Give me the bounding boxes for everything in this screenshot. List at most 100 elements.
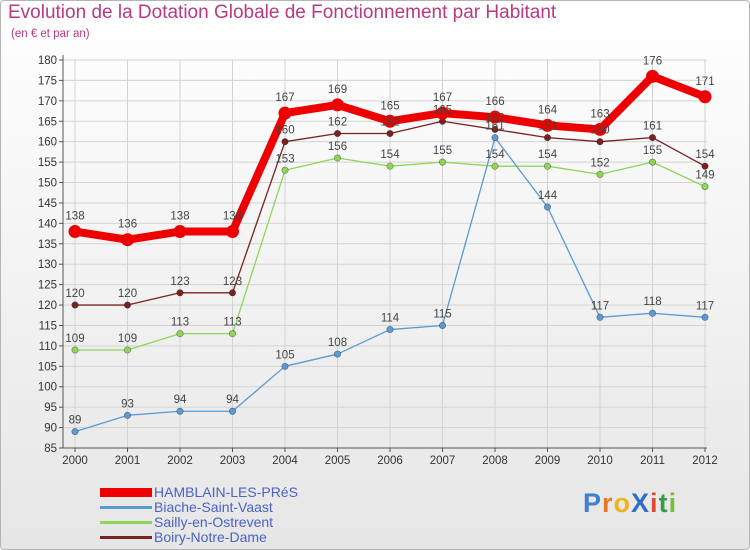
data-point [698, 90, 712, 104]
data-point [488, 110, 502, 124]
data-point [173, 225, 187, 239]
data-label: 155 [433, 145, 452, 157]
data-label: 117 [696, 300, 714, 312]
data-point [438, 158, 446, 166]
data-label: 109 [65, 333, 84, 345]
x-tick-label: 2011 [640, 455, 665, 467]
data-label: 109 [118, 333, 137, 345]
data-label: 153 [275, 153, 294, 165]
logo-letter: i [650, 488, 659, 518]
data-label: 93 [121, 398, 134, 410]
data-point [226, 225, 239, 239]
data-point [124, 346, 132, 354]
y-tick-label: 150 [38, 178, 57, 190]
y-tick-label: 100 [38, 382, 57, 394]
data-label: 113 [223, 317, 241, 329]
data-point [71, 301, 79, 309]
legend-label-boiry: Boiry-Notre-Dame [154, 529, 267, 545]
chart-subtitle: (en € et par an) [11, 28, 90, 40]
data-label: 154 [538, 149, 558, 161]
y-tick-label: 110 [39, 341, 57, 353]
y-tick-label: 135 [38, 239, 57, 251]
y-tick-label: 90 [44, 423, 57, 435]
x-tick-label: 2012 [692, 455, 718, 467]
data-point [491, 134, 499, 142]
data-point [124, 301, 132, 309]
data-point [383, 114, 397, 128]
data-point [176, 407, 184, 415]
x-tick-label: 2000 [62, 455, 88, 467]
data-label: 155 [643, 145, 662, 157]
data-label: 163 [590, 108, 609, 120]
data-label: 156 [328, 141, 347, 153]
x-tick-label: 2004 [272, 455, 298, 467]
data-point [176, 330, 184, 338]
data-point [543, 203, 551, 211]
x-tick-label: 2005 [325, 455, 351, 467]
data-label: 163 [485, 112, 504, 124]
data-label: 120 [118, 288, 137, 300]
data-point [648, 158, 656, 166]
data-point [593, 122, 607, 136]
data-label: 169 [328, 84, 347, 96]
data-point [596, 170, 604, 178]
legend-label-hamblain: HAMBLAIN-LES-PRéS [154, 484, 298, 500]
data-label: 149 [695, 170, 714, 182]
data-label: 123 [170, 276, 189, 288]
data-point [491, 162, 499, 170]
data-point [386, 130, 394, 138]
y-tick-label: 125 [38, 280, 57, 292]
data-label: 94 [226, 394, 239, 406]
data-label: 160 [590, 125, 609, 137]
data-label: 161 [538, 121, 557, 133]
x-tick-label: 2003 [220, 455, 246, 467]
logo-letter: o [613, 488, 632, 518]
data-point [229, 289, 237, 297]
x-tick-label: 2006 [377, 455, 403, 467]
data-label: 138 [223, 211, 242, 223]
y-tick-label: 115 [39, 320, 57, 332]
data-point [71, 428, 79, 436]
data-label: 162 [380, 117, 399, 129]
x-tick-label: 2001 [115, 455, 141, 467]
data-point [124, 411, 132, 419]
data-point [648, 134, 656, 142]
data-label: 161 [485, 121, 504, 133]
data-label: 171 [695, 76, 714, 88]
data-label: 166 [485, 96, 504, 108]
data-label: 138 [170, 211, 189, 223]
data-label: 105 [275, 349, 294, 361]
proxiti-logo: ProXiti [583, 488, 677, 519]
data-point [386, 326, 394, 334]
x-tick-label: 2002 [167, 455, 193, 467]
y-tick-label: 145 [38, 198, 57, 210]
legend-swatch-hamblain [100, 488, 152, 497]
data-label: 115 [433, 308, 451, 320]
data-label: 89 [69, 415, 82, 427]
data-point [701, 183, 709, 191]
data-point [543, 134, 551, 142]
logo-letter: P [583, 488, 603, 518]
data-point [596, 138, 604, 146]
x-tick-label: 2008 [482, 455, 508, 467]
data-label: 108 [328, 337, 347, 349]
data-label: 165 [433, 104, 452, 116]
data-point [333, 130, 341, 138]
data-label: 144 [538, 190, 558, 202]
data-label: 123 [223, 276, 242, 288]
data-point [543, 162, 551, 170]
data-label: 161 [643, 121, 662, 133]
logo-letter: X [631, 488, 651, 518]
data-label: 162 [328, 117, 347, 129]
logo-letter: t [658, 488, 669, 518]
data-point [491, 125, 499, 133]
y-tick-label: 170 [38, 96, 57, 108]
data-point [701, 162, 709, 170]
data-point [596, 313, 604, 321]
y-tick-label: 140 [38, 218, 57, 230]
y-tick-label: 95 [44, 402, 57, 414]
data-point [278, 106, 292, 120]
data-point [646, 69, 659, 83]
data-point [229, 407, 237, 415]
